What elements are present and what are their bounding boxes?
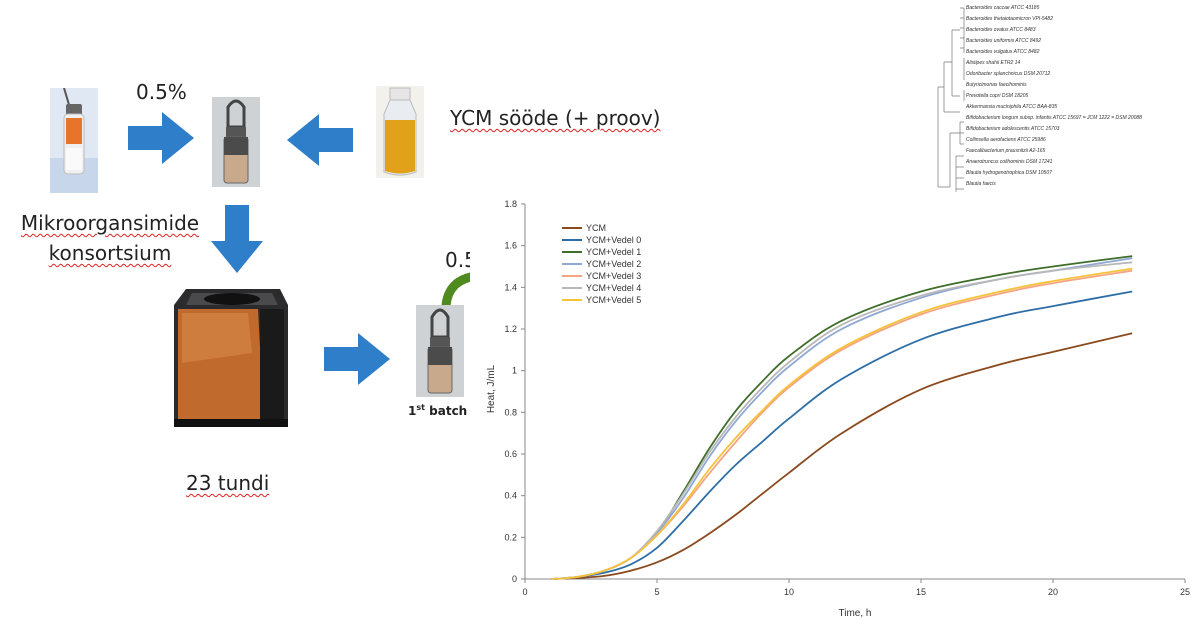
x-tick-label: 25 [1180,587,1190,597]
taxon-label: Bacteroides thetaiotaomicron VPI-5482 [966,16,1053,22]
arrow-down-1 [211,205,263,273]
legend-label: YCM [586,223,606,233]
medium-label: YCM sööde (+ proov) [450,106,660,130]
taxon-label: Anaerotruncus colihominis DSM 17241 [966,159,1053,165]
series-line [551,269,1133,580]
consortium-label: Mikroorgansimide konsortsium [12,208,208,268]
series-line [551,290,1133,580]
legend-label: YCM+Vedel 3 [586,271,641,281]
duration-label-text: 23 tundi [186,471,270,495]
y-tick-label: 1.8 [504,199,517,209]
cryo-tube-image [50,87,98,193]
legend-label: YCM+Vedel 4 [586,283,641,293]
calorimeter-image [168,283,292,431]
y-tick-label: 1 [512,366,517,376]
series-line [551,261,1133,580]
taxon-label: Blautia hydrogenotrophica DSM 10507 [966,170,1052,176]
phylogenetic-tree: Bacteroides caccae ATCC 43185 Bacteroide… [930,2,1192,198]
consortium-label-line1: Mikroorgansimide [20,211,200,235]
y-tick-label: 1.4 [504,282,517,292]
chart-panel: 0 0.2 0.4 0.6 0.8 1 1.2 1.4 1.6 1.8 0 5 10 15 20 25 YCM… [470,192,1192,620]
series-line [551,257,1133,580]
y-tick-label: 0.4 [504,491,517,501]
series-line [551,332,1133,580]
taxon-label: Prevotella copri DSM 18205 [966,93,1029,99]
phylo-tree-branches [937,7,965,198]
taxon-label: Bacteroides caccae ATCC 43185 [966,5,1040,11]
consortium-label-line2: konsortsium [48,241,172,265]
inoculum-percent-label: 0.5% [136,80,187,104]
legend-label: YCM+Vedel 0 [586,235,641,245]
y-tick-label: 0 [512,574,517,584]
taxon-label: Faecalibacterium prausnitzii A2-165 [966,148,1046,154]
taxon-label: Bacteroides ovatus ATCC 8483 [966,27,1036,33]
batch-ordinal: 1 [408,404,417,418]
x-tick-label: 10 [784,587,794,597]
x-tick-label: 5 [654,587,659,597]
x-tick-label: 20 [1048,587,1058,597]
x-tick-label: 15 [916,587,926,597]
y-tick-label: 1.6 [504,241,517,251]
y-tick-label: 1.2 [504,324,517,334]
x-tick-label: 0 [522,587,527,597]
taxon-label: Bifidobacterium adolescentis ATCC 15703 [966,126,1060,132]
taxon-label: Bacteroides uniformis ATCC 8492 [966,38,1042,44]
taxon-label: Odoribacter splanchnicus DSM 20712 [966,71,1051,77]
arrow-right-1 [128,112,194,164]
medium-label-text: YCM sööde (+ proov) [450,106,661,130]
duration-label: 23 tundi [186,471,269,495]
heat-chart: 0 0.2 0.4 0.6 0.8 1 1.2 1.4 1.6 1.8 0 5 10 15 20 25 YCM… [486,199,1190,619]
y-axis-label: Heat, J/mL [486,364,497,413]
taxon-label: Alistipes shahii ETR2 14 [966,60,1021,66]
y-tick-label: 0.6 [504,449,517,459]
y-tick-label: 0.2 [504,532,517,542]
taxon-label: Blautia faecis [966,181,996,187]
legend-label: YCM+Vedel 2 [586,259,641,269]
arrow-right-2 [324,333,390,385]
taxon-label: Akkermansia muciniphila ATCC BAA-835 [966,104,1058,110]
legend-label: YCM+Vedel 5 [586,295,641,305]
batch-word: batch [429,404,468,418]
taxon-label: Bacteroides vulgatus ATCC 8482 [966,49,1040,55]
batch-vial-image [416,305,464,397]
legend-label: YCM+Vedel 1 [586,247,641,257]
batch-label: 1st batch [408,403,467,418]
series-line [551,267,1133,580]
taxon-label: Butyricimonas faecihominis [966,82,1027,88]
culture-vial-image [212,97,260,187]
x-axis-label: Time, h [839,608,872,619]
taxon-label: Bifidobacterium longum subsp. infantis A… [966,115,1142,121]
medium-bottle-image [376,86,424,178]
batch-ordinal-suffix: st [416,403,425,412]
taxon-label: Collinsella aerofaciens ATCC 25986 [966,137,1046,143]
arrow-left-1 [287,114,353,166]
y-tick-label: 0.8 [504,407,517,417]
